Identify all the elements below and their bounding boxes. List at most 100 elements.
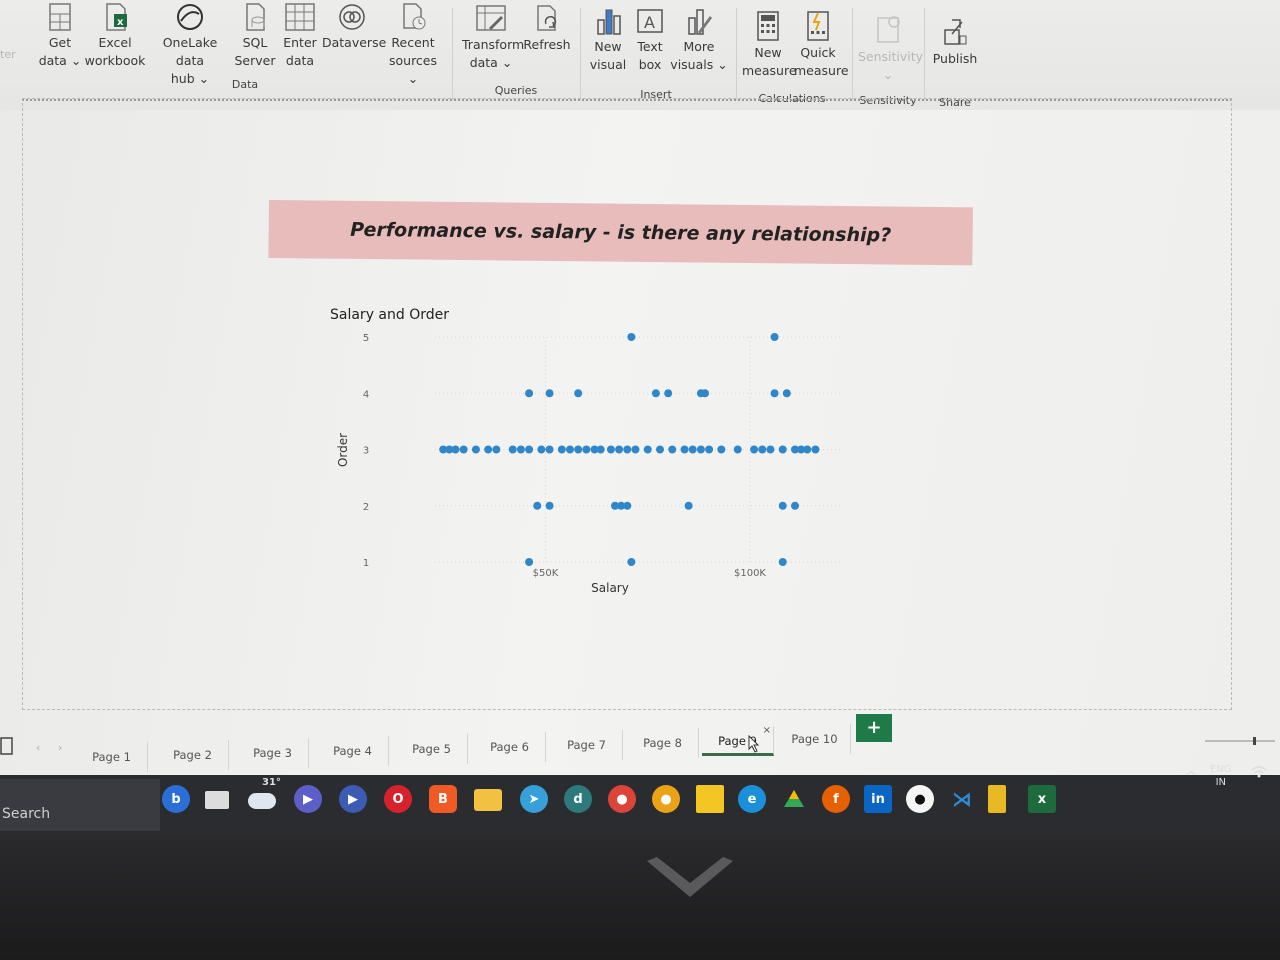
scatter-point[interactable] — [770, 333, 779, 341]
scatter-point[interactable] — [439, 445, 448, 454]
scatter-point[interactable] — [684, 501, 693, 510]
opera-icon[interactable]: O — [384, 785, 412, 813]
language-indicator[interactable]: ENG IN — [1210, 763, 1232, 789]
scatter-point[interactable] — [643, 445, 652, 454]
telegram-icon[interactable]: ➤ — [520, 785, 548, 813]
page-tab[interactable]: Page 7 — [551, 730, 623, 760]
scatter-point[interactable] — [758, 445, 767, 454]
chrome-profile-icon[interactable]: ● — [652, 785, 680, 813]
page-tab[interactable]: Page 8 — [627, 728, 699, 758]
scatter-point[interactable] — [611, 501, 619, 510]
scatter-point[interactable] — [680, 445, 689, 454]
more-visuals-button[interactable]: More visuals ⌄ — [670, 6, 728, 74]
scatter-point[interactable] — [656, 445, 664, 454]
scatter-point[interactable] — [516, 445, 525, 454]
new-measure-button[interactable]: New measure — [742, 10, 797, 80]
page-tab[interactable]: Page 10 — [779, 724, 851, 754]
browser-d-icon[interactable]: d — [564, 785, 592, 813]
add-page-button[interactable]: + — [856, 714, 892, 742]
scatter-point[interactable] — [782, 389, 791, 398]
page-tab[interactable]: Page 1 — [76, 742, 148, 772]
next-page-icon[interactable]: › — [58, 741, 62, 754]
page-view-icon[interactable] — [0, 737, 13, 755]
scatter-point[interactable] — [574, 445, 583, 454]
scatter-point[interactable] — [750, 445, 759, 454]
scatter-point[interactable] — [627, 558, 636, 566]
get-data-button[interactable]: Get data ⌄ — [38, 2, 82, 70]
scatter-point[interactable] — [537, 445, 546, 454]
vscode-icon[interactable]: ⋊ — [952, 787, 972, 811]
scatter-point[interactable] — [545, 445, 554, 454]
page-tab[interactable]: Page 5 — [396, 734, 468, 764]
taskbar-search[interactable]: Search — [0, 779, 160, 831]
excel-taskbar-icon[interactable]: x — [1028, 785, 1056, 813]
dataverse-button[interactable]: Dataverse — [322, 2, 386, 52]
scatter-point[interactable] — [574, 389, 583, 398]
task-view-icon[interactable] — [205, 791, 229, 809]
scatter-point[interactable] — [705, 445, 714, 454]
scatter-point[interactable] — [545, 501, 554, 510]
scatter-point[interactable] — [623, 501, 632, 510]
page-tab[interactable]: Page 2 — [157, 740, 229, 770]
scatter-point[interactable] — [791, 501, 799, 510]
sql-server-button[interactable]: SQL Server — [234, 2, 276, 70]
scatter-point[interactable] — [508, 445, 517, 454]
file-explorer-icon[interactable] — [474, 789, 502, 811]
weather-icon[interactable] — [248, 793, 276, 809]
scatter-point[interactable] — [445, 445, 454, 454]
enter-data-button[interactable]: Enter data — [280, 2, 320, 70]
scatter-point[interactable] — [557, 445, 566, 454]
sticky-notes-icon[interactable] — [696, 785, 724, 813]
scatter-point[interactable] — [451, 445, 460, 454]
firefox-icon[interactable]: f — [822, 785, 850, 813]
scatter-point[interactable] — [696, 445, 705, 454]
page-tab[interactable]: Page 6 — [474, 732, 546, 762]
page-tab[interactable]: Page 4 — [317, 736, 389, 766]
scatter-point[interactable] — [533, 501, 542, 510]
scatter-point[interactable] — [668, 445, 677, 454]
recent-sources-button[interactable]: Recent sources ⌄ — [384, 2, 442, 88]
scatter-point[interactable] — [606, 445, 615, 454]
banner-textbox[interactable]: Performance vs. salary - is there any re… — [268, 200, 973, 266]
scatter-point[interactable] — [492, 445, 501, 454]
scatter-point[interactable] — [459, 445, 468, 454]
quick-measure-button[interactable]: Quick measure — [794, 10, 849, 80]
publish-button[interactable]: Publish — [932, 16, 978, 68]
scatter-point[interactable] — [688, 445, 697, 454]
scatter-point[interactable] — [791, 445, 799, 454]
excel-workbook-button[interactable]: x Excel workbook — [84, 2, 146, 70]
new-visual-button[interactable]: New visual — [588, 6, 628, 74]
onelake-hub-button[interactable]: OneLake data hub ⌄ — [148, 2, 232, 88]
scatter-point[interactable] — [631, 445, 640, 454]
github-icon[interactable]: ● — [906, 785, 934, 813]
media-icon[interactable]: ▶ — [339, 785, 367, 813]
scatter-point[interactable] — [590, 445, 599, 454]
close-tab-icon[interactable]: × — [762, 725, 771, 736]
scatter-point[interactable] — [778, 445, 787, 454]
meet-icon[interactable]: ▶ — [294, 785, 322, 813]
scatter-point[interactable] — [471, 445, 480, 454]
chrome-icon[interactable]: ● — [608, 785, 636, 813]
scatter-point[interactable] — [615, 445, 624, 454]
prev-page-icon[interactable]: ‹ — [36, 741, 40, 754]
scatter-point[interactable] — [770, 389, 779, 398]
scatter-point[interactable] — [623, 445, 632, 454]
scatter-point[interactable] — [525, 445, 534, 454]
scatter-point[interactable] — [717, 445, 726, 454]
scatter-point[interactable] — [627, 333, 636, 341]
scatter-point[interactable] — [525, 389, 534, 398]
scatter-point[interactable] — [651, 389, 660, 398]
wifi-icon[interactable] — [1250, 765, 1276, 779]
brave-icon[interactable]: B — [429, 785, 457, 813]
scatter-point[interactable] — [701, 389, 709, 398]
scatter-point[interactable] — [545, 389, 554, 398]
page-tab[interactable]: Page 9 × — [702, 725, 774, 756]
linkedin-icon[interactable]: in — [864, 785, 892, 813]
power-bi-icon[interactable] — [988, 785, 1006, 813]
scatter-point[interactable] — [778, 558, 787, 566]
edge-icon[interactable]: e — [738, 785, 766, 813]
zoom-slider[interactable] — [1205, 736, 1275, 746]
scatter-point[interactable] — [525, 558, 534, 566]
refresh-button[interactable]: Refresh — [522, 4, 572, 54]
